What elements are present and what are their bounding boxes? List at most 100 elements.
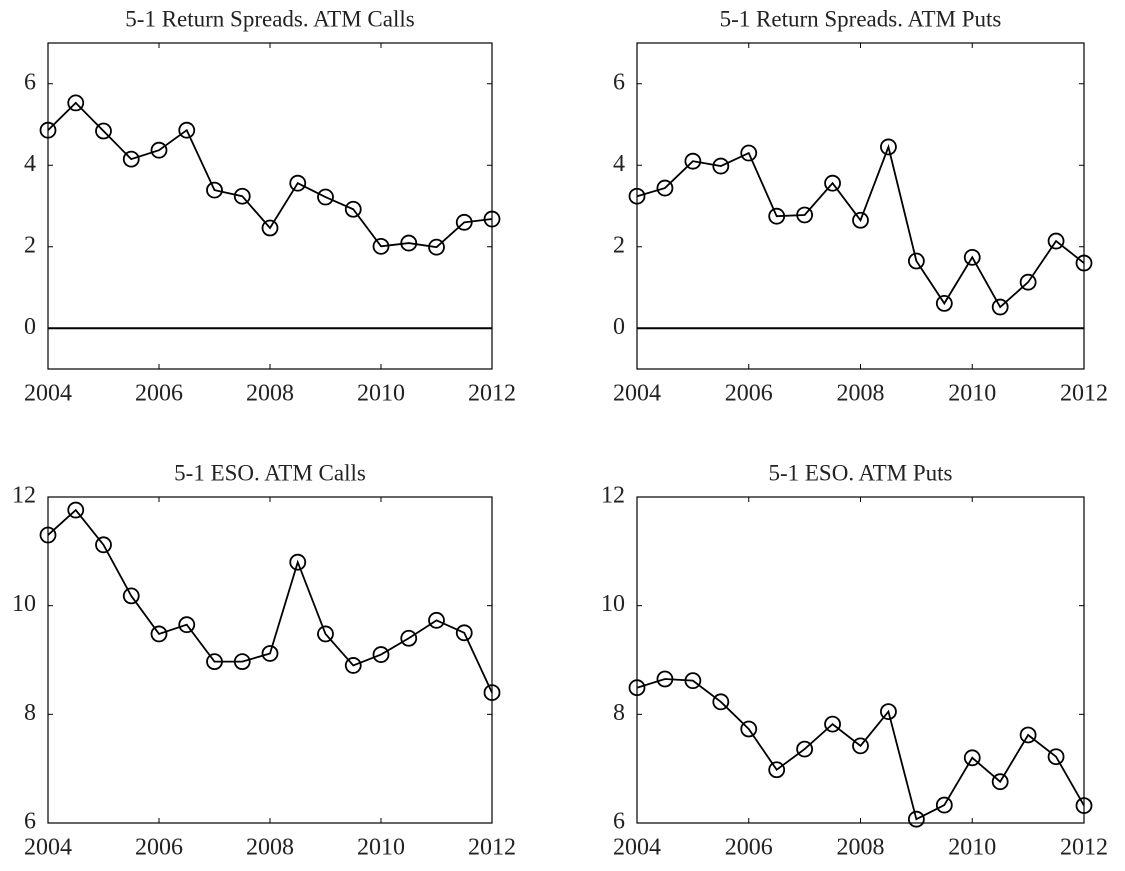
y-tick-label: 6: [24, 69, 36, 95]
marker: [455, 624, 473, 642]
marker: [67, 94, 85, 112]
marker: [122, 587, 140, 605]
y-tick-label: 6: [24, 809, 36, 835]
marker: [1047, 232, 1065, 250]
marker: [740, 144, 758, 162]
marker: [963, 248, 981, 266]
chart-title: 5-1 Return Spreads. ATM Calls: [125, 6, 414, 31]
marker: [740, 720, 758, 738]
marker: [1075, 797, 1093, 815]
x-tick-label: 2010: [948, 835, 996, 861]
marker: [317, 188, 334, 206]
marker: [400, 629, 418, 647]
marker: [684, 672, 702, 690]
y-tick-label: 12: [12, 483, 36, 509]
series-line: [47, 101, 493, 249]
x-tick-label: 2012: [1060, 381, 1108, 407]
marker: [150, 141, 168, 159]
marker: [122, 150, 140, 168]
marker: [935, 796, 953, 814]
marker: [1019, 726, 1037, 744]
x-tick-label: 2012: [468, 381, 516, 407]
y-tick-label: 8: [24, 700, 36, 726]
series-line: [636, 678, 1085, 821]
marker: [991, 298, 1009, 316]
y-tick-label: 6: [613, 69, 625, 95]
marker: [907, 252, 925, 270]
marker: [656, 670, 674, 688]
x-tick-label: 2008: [837, 835, 885, 861]
marker: [1075, 254, 1093, 272]
y-tick-label: 10: [601, 591, 625, 617]
plot-frame: [47, 496, 493, 824]
marker: [656, 179, 674, 197]
marker: [233, 187, 251, 205]
marker: [206, 181, 223, 199]
marker: [628, 679, 646, 697]
marker: [907, 810, 925, 828]
x-tick-label: 2008: [246, 381, 294, 407]
x-tick-label: 2006: [135, 835, 183, 861]
x-tick-label: 2006: [725, 835, 773, 861]
marker: [178, 616, 196, 634]
marker: [95, 536, 112, 554]
x-tick-label: 2004: [24, 835, 72, 861]
chart-title: 5-1 ESO. ATM Puts: [768, 460, 952, 485]
marker: [684, 152, 702, 170]
chart-title: 5-1 Return Spreads. ATM Puts: [720, 6, 1002, 31]
x-tick-label: 2012: [1060, 835, 1108, 861]
marker: [991, 773, 1009, 791]
marker: [428, 238, 445, 256]
marker: [796, 740, 814, 758]
chart-title: 5-1 ESO. ATM Calls: [174, 460, 366, 485]
marker: [1019, 273, 1037, 291]
x-tick-label: 2010: [948, 381, 996, 407]
y-tick-label: 6: [613, 809, 625, 835]
x-tick-label: 2004: [24, 381, 72, 407]
x-tick-label: 2012: [468, 835, 516, 861]
marker: [39, 526, 57, 544]
marker: [289, 174, 307, 192]
y-tick-label: 12: [601, 483, 625, 509]
plot-frame: [636, 42, 1085, 370]
marker: [344, 657, 362, 674]
y-tick-label: 2: [613, 232, 625, 258]
marker: [483, 210, 501, 228]
marker: [261, 645, 279, 662]
x-tick-label: 2008: [246, 835, 294, 861]
marker: [206, 653, 223, 671]
marker: [150, 625, 168, 643]
marker: [289, 553, 307, 571]
y-tick-label: 0: [613, 314, 625, 340]
y-tick-label: 2: [24, 232, 36, 258]
marker: [712, 693, 730, 711]
y-tick-label: 8: [613, 700, 625, 726]
marker: [796, 206, 814, 224]
marker: [963, 749, 981, 767]
marker: [852, 211, 869, 229]
x-tick-label: 2004: [613, 835, 661, 861]
marker: [824, 715, 841, 733]
x-tick-label: 2010: [357, 835, 405, 861]
marker: [39, 121, 57, 139]
y-tick-label: 10: [12, 591, 36, 617]
plot-frame: [47, 42, 493, 370]
plot-frame: [636, 496, 1085, 824]
marker: [261, 219, 279, 237]
marker: [372, 646, 390, 663]
y-tick-label: 4: [24, 151, 36, 177]
marker: [1047, 748, 1065, 766]
x-tick-label: 2010: [357, 381, 405, 407]
marker: [880, 138, 897, 156]
marker: [400, 234, 418, 252]
marker: [768, 761, 786, 779]
x-tick-label: 2006: [135, 381, 183, 407]
marker: [768, 207, 786, 225]
x-tick-label: 2004: [613, 381, 661, 407]
marker: [483, 684, 501, 701]
marker: [824, 174, 841, 192]
marker: [233, 653, 251, 671]
marker: [317, 625, 334, 643]
marker: [455, 213, 473, 231]
